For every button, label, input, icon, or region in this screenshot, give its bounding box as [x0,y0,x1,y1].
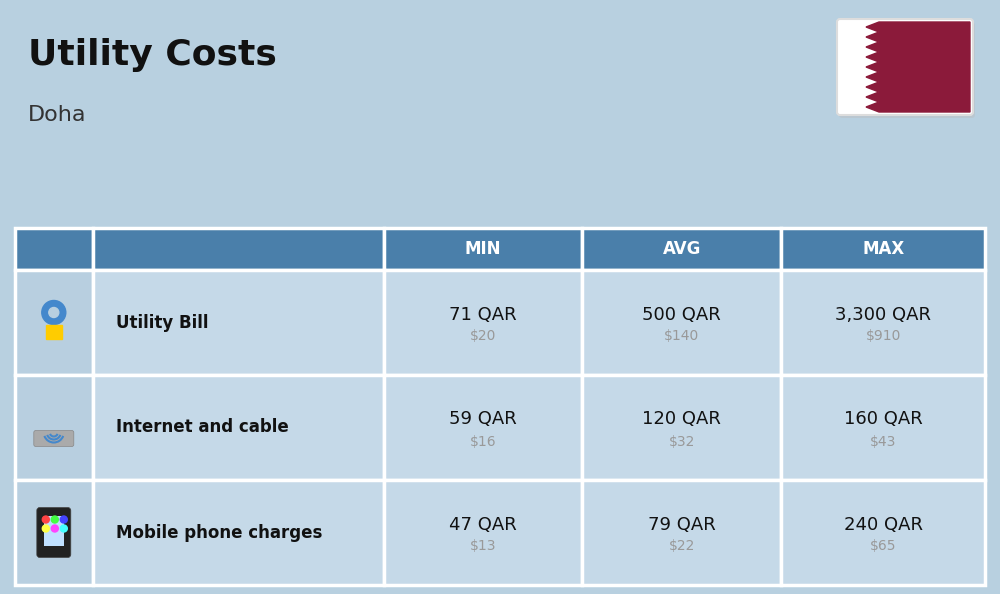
Text: 3,300 QAR: 3,300 QAR [835,305,931,324]
Text: MAX: MAX [862,240,904,258]
Text: $22: $22 [669,539,695,554]
Text: 240 QAR: 240 QAR [844,516,923,533]
Text: $43: $43 [870,434,896,448]
Text: 59 QAR: 59 QAR [449,410,517,428]
Bar [781,270,985,375]
Bar [93,270,384,375]
Text: $910: $910 [865,330,901,343]
Circle shape [60,525,67,532]
Text: Internet and cable: Internet and cable [116,419,289,437]
Text: 79 QAR: 79 QAR [648,516,716,533]
Circle shape [51,525,58,532]
Bar [93,375,384,480]
FancyBboxPatch shape [34,431,74,447]
Bar [781,228,985,270]
Bar [384,375,582,480]
Bar [15,480,93,585]
Text: Utility Bill: Utility Bill [116,314,208,331]
Bar [582,375,781,480]
Bar [582,480,781,585]
Text: $140: $140 [664,330,700,343]
Bar [582,228,781,270]
FancyBboxPatch shape [837,19,973,115]
Bar [93,480,384,585]
Text: Mobile phone charges: Mobile phone charges [116,523,322,542]
Text: 71 QAR: 71 QAR [449,305,517,324]
Bar [15,270,93,375]
Bar [384,270,582,375]
Text: $65: $65 [870,539,896,554]
Circle shape [60,516,67,523]
Polygon shape [866,22,970,112]
FancyBboxPatch shape [839,22,975,118]
Bar [46,324,62,339]
Bar [15,228,93,270]
Bar [781,375,985,480]
Bar [781,480,985,585]
Bar [93,228,384,270]
Text: Utility Costs: Utility Costs [28,38,277,72]
Circle shape [42,516,49,523]
Text: 160 QAR: 160 QAR [844,410,923,428]
Text: Doha: Doha [28,105,87,125]
Circle shape [49,308,59,318]
Bar [384,228,582,270]
Circle shape [42,301,66,324]
Text: $20: $20 [470,330,496,343]
Bar [582,270,781,375]
Circle shape [42,525,49,532]
Text: AVG: AVG [663,240,701,258]
Bar [384,480,582,585]
Text: $13: $13 [470,539,496,554]
Text: $16: $16 [470,434,496,448]
Text: 47 QAR: 47 QAR [449,516,517,533]
FancyBboxPatch shape [37,507,71,558]
Text: 500 QAR: 500 QAR [642,305,721,324]
Circle shape [51,516,58,523]
Text: 120 QAR: 120 QAR [642,410,721,428]
Bar [15,375,93,480]
Text: $32: $32 [669,434,695,448]
Text: MIN: MIN [465,240,501,258]
Bar [44,516,64,545]
